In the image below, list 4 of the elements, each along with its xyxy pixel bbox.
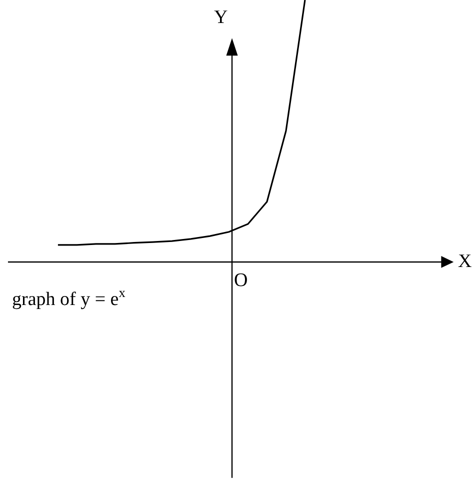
text: graph of y = e$^{x}$ — [12, 285, 126, 310]
text: X — [458, 251, 472, 272]
annotation: Y — [214, 7, 228, 28]
text: O — [234, 270, 248, 291]
